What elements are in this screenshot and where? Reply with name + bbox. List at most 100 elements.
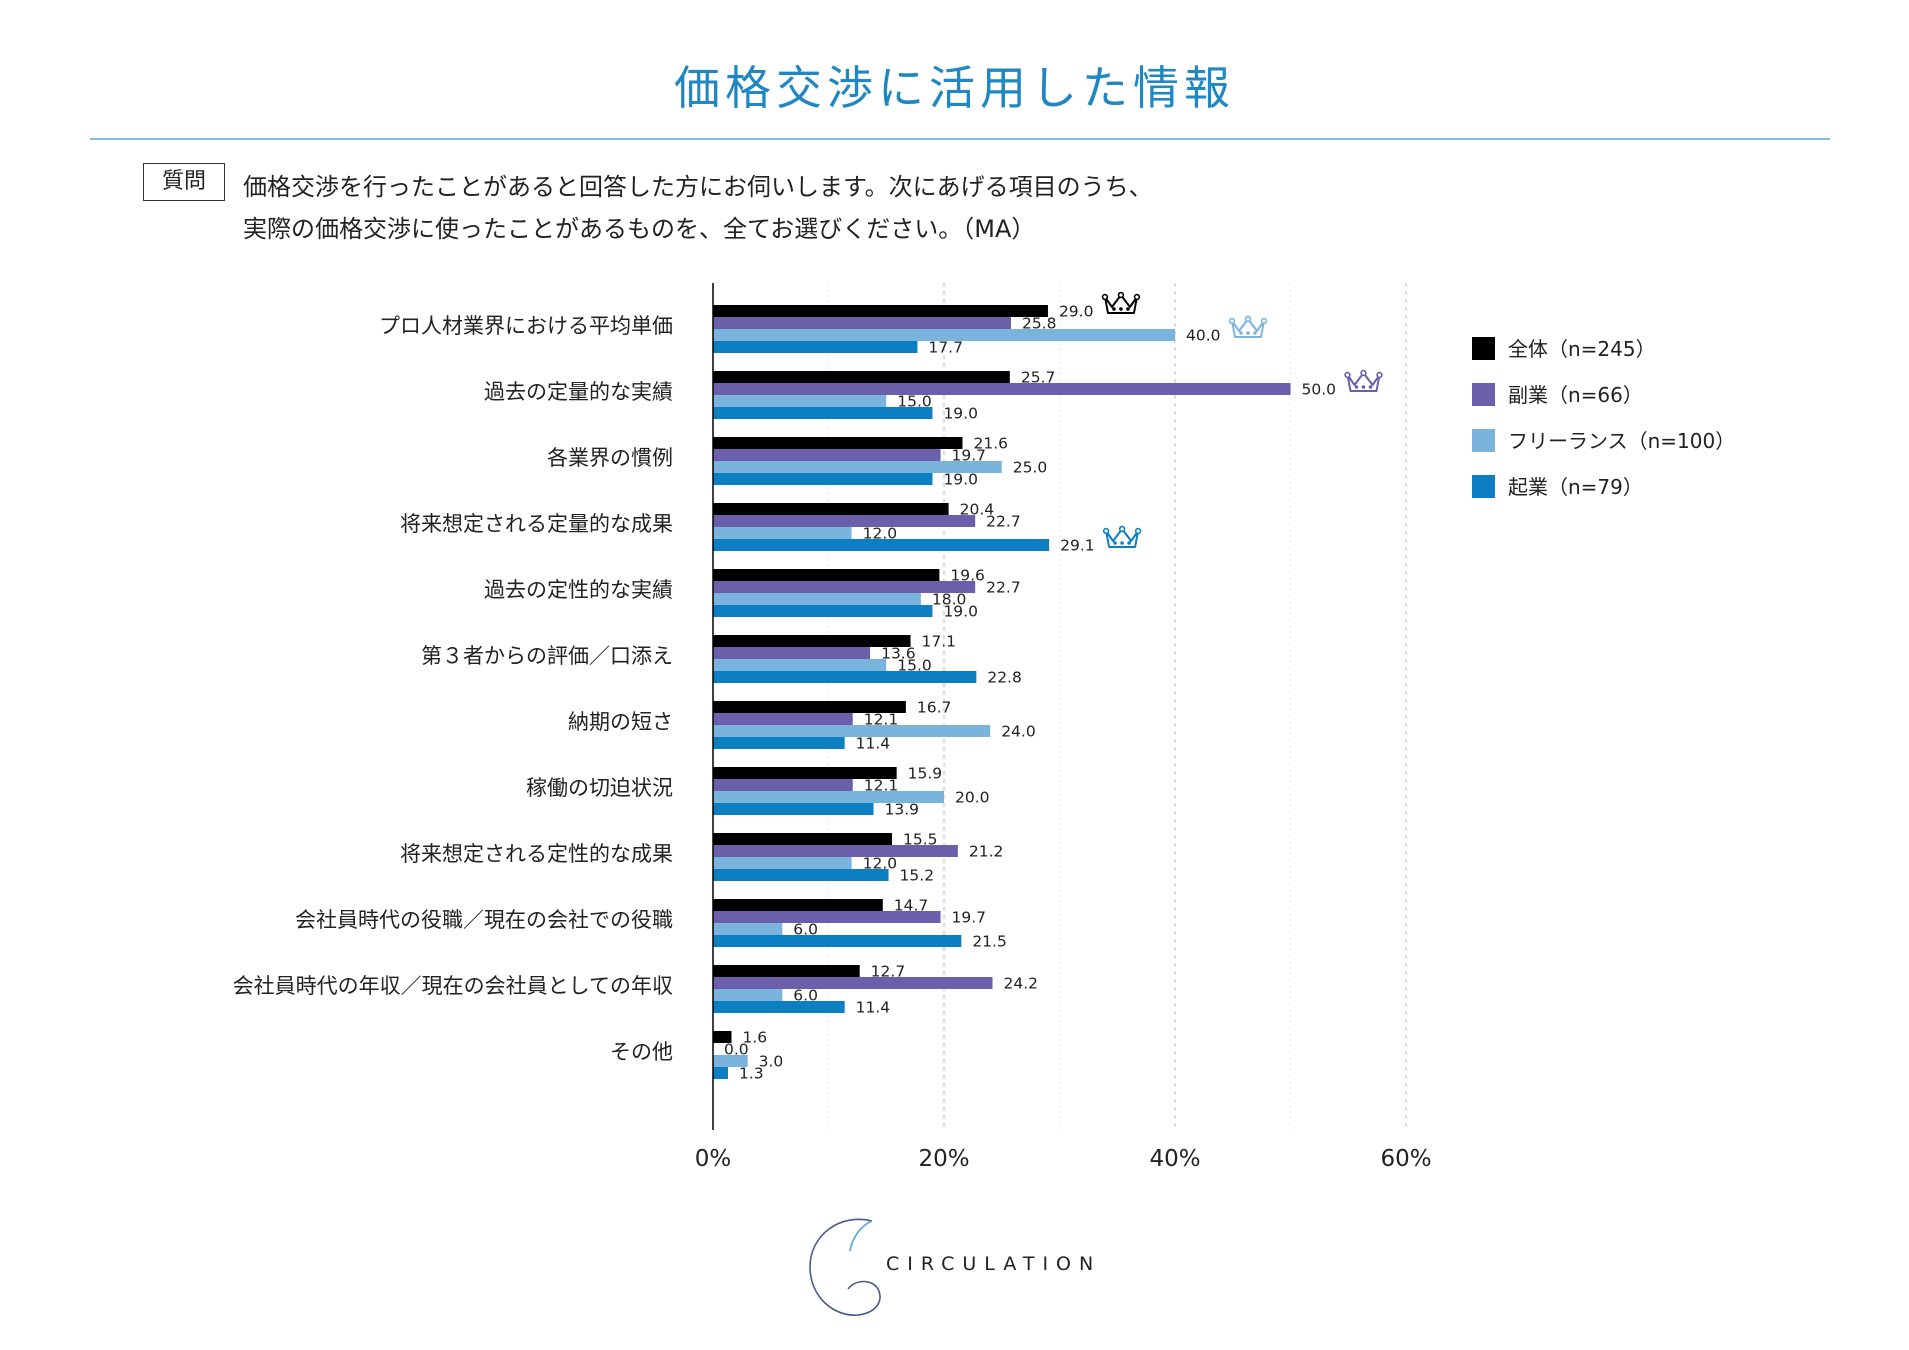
data-label: 29.1 [1060, 537, 1095, 555]
bar [713, 713, 853, 725]
bar [713, 593, 921, 605]
bar [713, 1001, 845, 1013]
data-label: 11.4 [856, 735, 891, 753]
data-label: 13.9 [885, 801, 920, 819]
bar [713, 317, 1011, 329]
crown-icon [1344, 369, 1383, 392]
bar [713, 371, 1010, 383]
title-divider [90, 138, 1830, 140]
data-label: 1.6 [742, 1029, 767, 1047]
x-tick-label: 40% [1149, 1146, 1200, 1172]
data-label: 21.5 [972, 933, 1007, 951]
bar [713, 305, 1048, 317]
x-tick-label: 20% [918, 1146, 969, 1172]
bar [713, 1067, 729, 1079]
data-label: 15.0 [897, 393, 932, 411]
category-label: 第３者からの評価／口添え [421, 644, 673, 668]
bar [713, 923, 783, 935]
category-label: 将来想定される定量的な成果 [400, 512, 673, 536]
data-label: 12.0 [863, 855, 898, 873]
data-label: 19.7 [952, 909, 987, 927]
bar [713, 635, 911, 647]
data-label: 6.0 [793, 987, 818, 1005]
bar [713, 845, 958, 857]
data-label: 20.0 [955, 789, 990, 807]
data-label: 25.8 [1022, 315, 1057, 333]
data-label: 15.9 [908, 765, 943, 783]
bar [713, 569, 940, 581]
category-label: 会社員時代の役職／現在の会社での役職 [295, 908, 673, 932]
bar [713, 911, 941, 923]
data-label: 12.1 [864, 711, 899, 729]
bar [713, 935, 962, 947]
crown-icon [1101, 291, 1141, 314]
bar [713, 539, 1050, 551]
bar [713, 605, 933, 617]
bar [713, 965, 860, 977]
legend: 全体（n=245） 副業（n=66） フリーランス（n=100） 起業（n=79） [1472, 337, 1735, 499]
x-axis-ticks: 0% 20% 40% 60% [695, 1146, 1432, 1172]
bar [713, 329, 1175, 341]
bar [713, 737, 845, 749]
data-label: 6.0 [793, 921, 818, 939]
bar [713, 461, 1002, 473]
bar [713, 437, 963, 449]
data-label: 19.0 [943, 405, 978, 423]
bar [713, 503, 949, 515]
value-labels: 29.025.840.017.725.750.015.019.021.619.7… [724, 303, 1336, 1083]
data-label: 19.7 [952, 447, 987, 465]
legend-swatch [1472, 337, 1495, 360]
bar [713, 449, 941, 461]
category-label: 過去の定性的な実績 [484, 578, 673, 602]
bar [713, 1055, 748, 1067]
data-label: 40.0 [1186, 327, 1221, 345]
category-label: 過去の定量的な実績 [484, 380, 673, 404]
circulation-swirl-icon [809, 1218, 881, 1316]
data-label: 12.7 [871, 963, 906, 981]
data-label: 50.0 [1302, 381, 1337, 399]
data-label: 24.0 [1001, 723, 1036, 741]
bar [713, 767, 897, 779]
question-text-line-1: 価格交渉を行ったことがあると回答した方にお伺いします。次にあげる項目のうち、 [243, 173, 1153, 201]
bar [713, 725, 991, 737]
bar [713, 395, 887, 407]
legend-label: 起業（n=79） [1508, 475, 1643, 499]
bar [713, 383, 1291, 395]
bar [713, 473, 933, 485]
category-label: その他 [610, 1040, 673, 1064]
data-label: 13.6 [881, 645, 916, 663]
data-label: 16.7 [917, 699, 952, 717]
data-label: 29.0 [1059, 303, 1094, 321]
legend-label: フリーランス（n=100） [1508, 429, 1735, 453]
crown-icon [1228, 315, 1268, 338]
legend-label: 全体（n=245） [1508, 337, 1656, 361]
bar [713, 989, 783, 1001]
data-label: 21.2 [969, 843, 1004, 861]
data-label: 25.0 [1013, 459, 1048, 477]
bar [713, 671, 977, 683]
bar [713, 869, 889, 881]
data-label: 18.0 [932, 591, 967, 609]
x-tick-label: 0% [695, 1146, 732, 1172]
data-label: 14.7 [894, 897, 929, 915]
bar [713, 527, 852, 539]
bar [713, 857, 852, 869]
data-label: 3.0 [759, 1053, 784, 1071]
data-label: 15.2 [900, 867, 935, 885]
data-label: 19.0 [943, 603, 978, 621]
bar [713, 977, 993, 989]
category-label: 各業界の慣例 [547, 446, 673, 470]
data-label: 12.0 [863, 525, 898, 543]
bar [713, 803, 874, 815]
legend-swatch [1472, 475, 1495, 498]
category-label: 納期の短さ [568, 710, 673, 734]
category-label: 将来想定される定性的な成果 [400, 842, 673, 866]
data-label: 22.8 [987, 669, 1022, 687]
data-label: 17.7 [928, 339, 963, 357]
legend-swatch [1472, 429, 1495, 452]
category-label: 会社員時代の年収／現在の会社員としての年収 [233, 974, 673, 998]
crown-icon [1102, 525, 1142, 548]
bar [713, 659, 887, 671]
highlight-crowns [1101, 291, 1383, 548]
data-label: 19.6 [950, 567, 985, 585]
